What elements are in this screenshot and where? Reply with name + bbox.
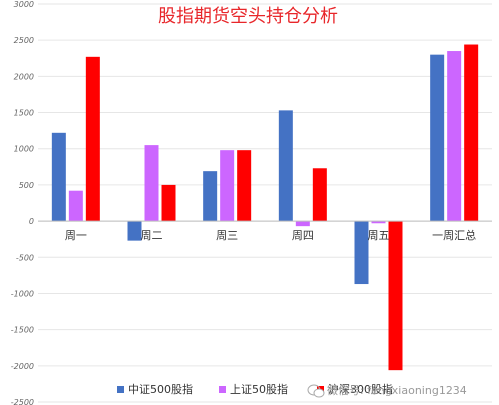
bar-2-6 [447,51,462,222]
y-tick-label: 2000 [14,72,34,81]
category-label: 周五 [368,229,390,242]
y-tick-label: -1500 [11,326,34,335]
bar-3-2 [161,184,176,222]
bar-3-3 [237,150,252,222]
watermark-text: 微信号: fengxiaoning1234 [327,383,467,397]
gridlines [38,3,492,403]
bar-2-5 [371,221,386,224]
bar-1-2 [127,221,142,241]
bar-1-1 [51,132,66,222]
bar-2-3 [220,150,235,222]
bar-3-4 [312,168,327,222]
chart-title: 股指期货空头持仓分析 [158,6,338,27]
bar-3-1 [85,56,100,222]
y-tick-label: -2500 [11,398,34,405]
y-tick-label: 2500 [14,36,34,45]
y-tick-label: -2000 [11,362,34,371]
legend-label: 上证50股指 [230,382,288,396]
wechat-icon [307,384,325,398]
y-tick-label: 1000 [14,145,34,154]
y-tick-label: 1500 [14,109,34,118]
y-tick-label: -1000 [11,289,34,298]
y-axis-ticks: 3000 2500 2000 1500 1000 500 0 -500 -1000 -1500 -2… [11,0,34,405]
bar-2-2 [144,145,159,222]
watermark: 微信号: fengxiaoning1234 [307,383,467,398]
category-label: 一周汇总 [432,228,476,242]
bar-1-3 [203,171,218,222]
legend-label: 中证500股指 [128,382,193,396]
y-tick-label: 500 [19,181,34,190]
bar-2-1 [68,190,83,222]
category-label: 周二 [141,229,163,242]
category-label: 周三 [216,229,238,242]
category-labels: 周一 周二 周三 周四 周五 一周汇总 [65,228,476,242]
legend-swatch [219,386,226,393]
bar-1-6 [430,54,445,222]
y-tick-label: 3000 [14,0,34,9]
y-tick-label: 0 [29,217,34,226]
bar-1-4 [278,110,293,222]
bar-2-4 [295,221,310,227]
legend-label: 沪深300股指 [328,382,393,396]
y-tick-label: -500 [16,253,34,262]
bar-3-6 [464,44,479,222]
category-label: 周四 [292,229,314,242]
bars [51,44,479,371]
legend-swatch [117,386,124,393]
bar-3-5 [388,221,403,371]
category-label: 周一 [65,229,87,242]
bar-1-5 [354,221,369,285]
